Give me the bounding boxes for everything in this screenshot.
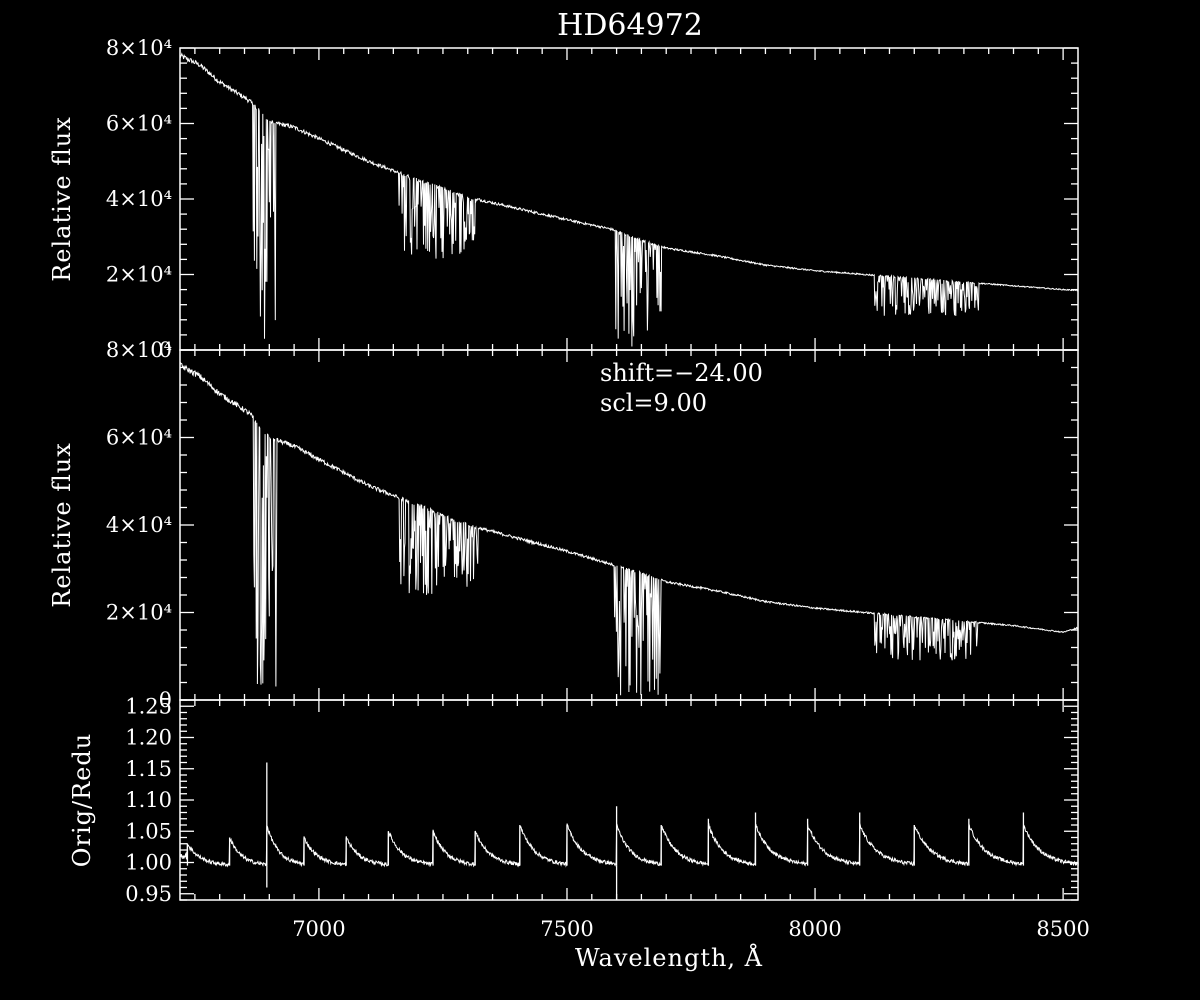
y-tick-label: 4×10⁴	[106, 513, 172, 537]
y-tick-label: 6×10⁴	[106, 426, 172, 450]
shift-annotation: shift=−24.00	[600, 359, 763, 387]
panel-top: 0 2×10⁴ 4×10⁴ 6×10⁴ 8×10⁴ Relative flux	[48, 36, 1079, 362]
x-axis-label: Wavelength, Å	[575, 943, 763, 972]
y-axis-label: Relative flux	[48, 442, 76, 608]
y-tick-label: 1.10	[125, 788, 172, 812]
scl-annotation: scl=9.00	[600, 389, 707, 417]
series-line	[179, 361, 1079, 696]
y-tick-label: 1.05	[125, 819, 172, 843]
x-tick-label: 8500	[1036, 917, 1089, 941]
y-tick-label: 1.15	[125, 757, 172, 781]
x-tick-label: 7000	[292, 917, 345, 941]
y-tick-label: 2×10⁴	[106, 263, 172, 287]
y-tick-label: 1.20	[125, 726, 172, 750]
y-tick-label: 6×10⁴	[106, 112, 172, 136]
x-tick-label: 7500	[540, 917, 593, 941]
y-tick-label: 1.25	[125, 694, 172, 718]
series-line	[179, 52, 1078, 347]
y-tick-label: 4×10⁴	[106, 187, 172, 211]
y-axis-label: Relative flux	[48, 116, 76, 282]
plot-frame	[179, 699, 1079, 901]
y-tick-label: 1.00	[125, 851, 172, 875]
y-tick-label: 0	[159, 688, 172, 712]
chart-title: HD64972	[557, 8, 703, 43]
y-tick-label: 2×10⁴	[106, 601, 172, 625]
x-tick-label: 8000	[788, 917, 841, 941]
y-tick-label: 0.95	[125, 882, 172, 906]
y-tick-label: 8×10⁴	[106, 36, 172, 60]
panel-bottom: 0.95 1.00 1.05 1.10 1.15 1.20 1.25 7000 7500 8000…	[68, 694, 1090, 972]
y-axis-label: Orig/Redu	[68, 733, 96, 867]
panel-middle: 0 2×10⁴ 4×10⁴ 6×10⁴ 8×10⁴ Relative flux	[48, 338, 1079, 712]
ratio-line	[179, 822, 1079, 868]
y-tick-label: 8×10⁴	[106, 338, 172, 362]
y-tick-label: 0	[159, 338, 172, 362]
